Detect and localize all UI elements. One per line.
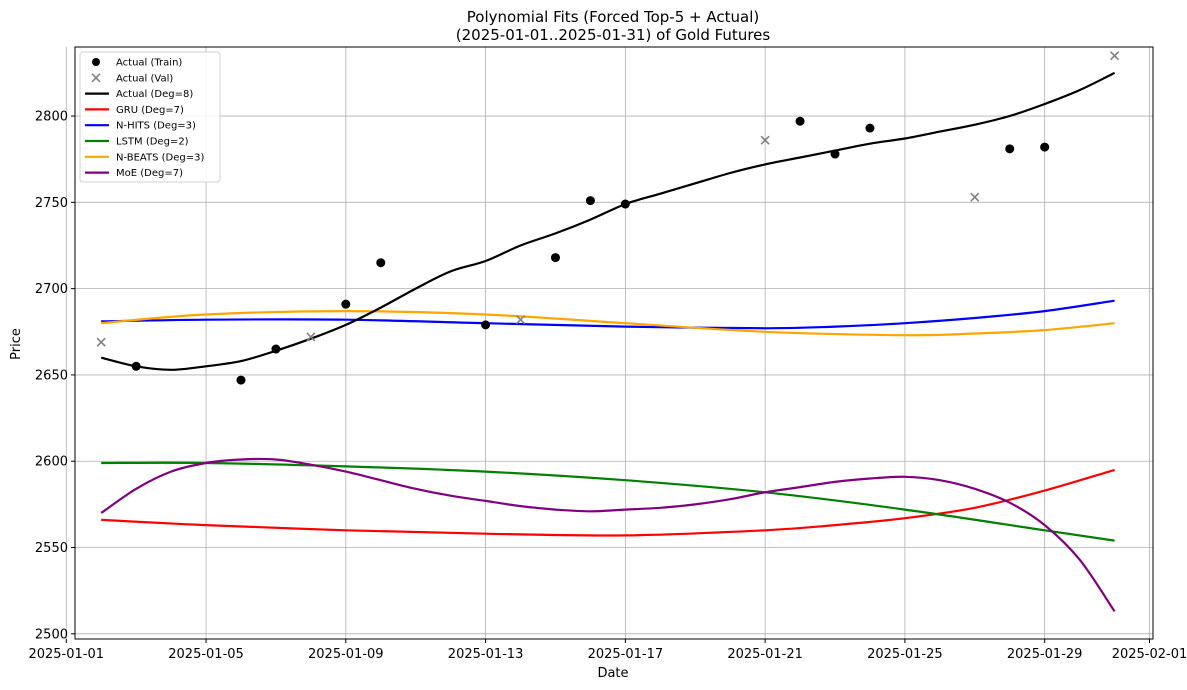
train-point — [481, 320, 491, 330]
plot-area — [96, 51, 1120, 613]
val-point — [306, 332, 316, 342]
train-point — [341, 299, 351, 309]
axis-ticks: 2025-01-01 2025-01-05 2025-01-09 2025-01-13… — [28, 110, 1187, 662]
train-point — [236, 375, 246, 385]
x-tick-label: 2025-02-01 — [1112, 647, 1187, 662]
y-tick-label: 2650 — [35, 368, 68, 383]
x-axis-label: Date — [597, 666, 628, 681]
x-tick-label: 2025-01-29 — [1007, 647, 1083, 662]
x-tick-label: 2025-01-01 — [28, 647, 104, 662]
val-point — [96, 337, 106, 347]
legend-box — [79, 51, 221, 183]
y-tick-label: 2550 — [35, 541, 68, 556]
y-tick-label: 2500 — [35, 627, 68, 642]
y-tick-label: 2600 — [35, 455, 68, 470]
val-point — [1109, 51, 1120, 61]
train-point — [1040, 142, 1050, 152]
legend-marker — [91, 73, 101, 83]
legend-label: Actual (Deg=8) — [116, 89, 193, 100]
legend-label: Actual (Val) — [116, 73, 173, 84]
series-line-n-hits-deg-3 — [101, 299, 1115, 330]
legend-label: GRU (Deg=7) — [116, 105, 184, 116]
val-point — [970, 192, 980, 202]
plot-frame — [74, 46, 1154, 640]
legend-label: N-BEATS (Deg=3) — [116, 152, 204, 163]
y-tick-label: 2800 — [35, 110, 68, 125]
train-point — [830, 149, 840, 159]
series-line-moe-deg-7 — [100, 457, 1116, 613]
val-point — [515, 315, 526, 325]
x-tick-label: 2025-01-17 — [588, 647, 664, 662]
train-point — [620, 199, 630, 209]
series-line-lstm-deg-2 — [101, 461, 1115, 542]
chart-title: Polynomial Fits (Forced Top-5 + Actual) — [467, 8, 759, 26]
train-point — [376, 258, 386, 268]
train-point — [865, 123, 875, 133]
train-point — [795, 116, 805, 126]
train-point — [271, 344, 281, 354]
val-point — [760, 135, 770, 145]
x-tick-label: 2025-01-05 — [168, 647, 244, 662]
x-tick-label: 2025-01-25 — [867, 647, 943, 662]
legend-label: LSTM (Deg=2) — [116, 137, 189, 148]
legend-label: Actual (Train) — [116, 58, 182, 69]
x-tick-label: 2025-01-13 — [448, 647, 524, 662]
legend: Actual (Train) Actual (Val) Actual (Deg=8)… — [79, 51, 221, 183]
legend-label: MoE (Deg=7) — [116, 168, 183, 179]
x-tick-label: 2025-01-21 — [727, 647, 803, 662]
legend-marker — [92, 58, 100, 66]
y-tick-label: 2750 — [35, 196, 68, 211]
chart-subtitle: (2025-01-01..2025-01-31) of Gold Futures — [456, 26, 771, 44]
series-line-gru-deg-7 — [101, 468, 1115, 537]
grid — [65, 47, 1153, 639]
y-tick-label: 2700 — [35, 282, 68, 297]
x-tick-label: 2025-01-09 — [308, 647, 384, 662]
train-point — [131, 361, 141, 371]
legend-label: N-HITS (Deg=3) — [116, 121, 196, 132]
train-point — [1005, 144, 1015, 154]
train-point — [550, 253, 560, 263]
train-point — [585, 196, 595, 206]
series-line-n-beats-deg-3 — [101, 309, 1115, 337]
y-axis-label: Price — [9, 328, 24, 360]
